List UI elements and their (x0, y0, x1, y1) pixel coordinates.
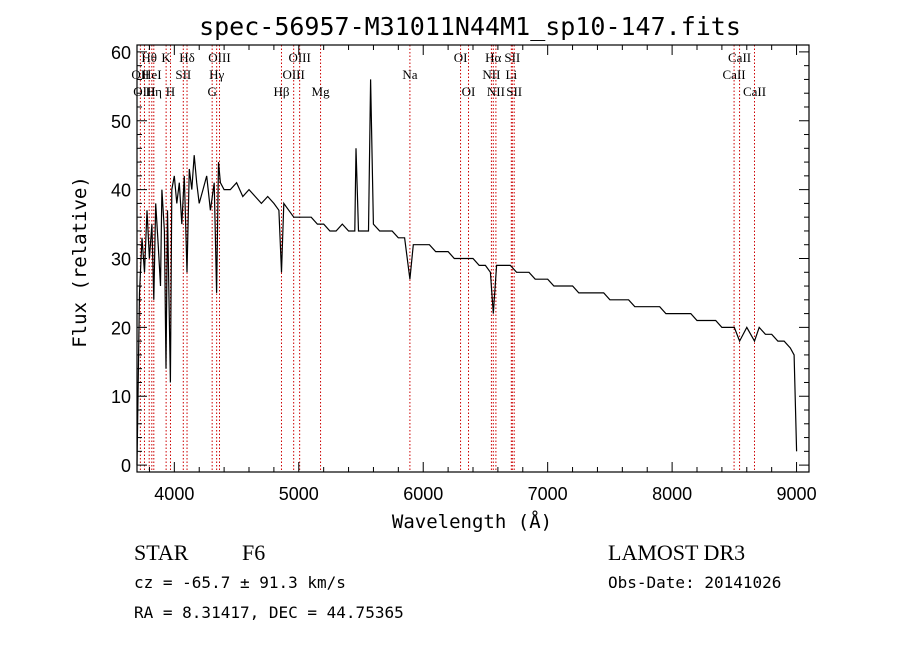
line-label-20: SII (504, 50, 520, 65)
line-label-18: OI (462, 84, 476, 99)
x-tick-label-0: 4000 (154, 484, 194, 504)
y-tick-label-3: 30 (111, 250, 131, 270)
y-tick-label-6: 60 (111, 43, 131, 63)
y-tick-label-5: 50 (111, 112, 131, 132)
line-label-26: CaII (723, 67, 746, 82)
line-label-6: SII (175, 67, 191, 82)
spectrum-series-line (136, 79, 798, 466)
line-label-14: OIII (282, 67, 304, 82)
redshift-info: cz = -65.7 ± 91.3 km/s (134, 573, 346, 592)
line-label-9: OIII (208, 50, 230, 65)
y-tick-label-0: 0 (121, 456, 131, 476)
y-axis-label: Flux (relative) (69, 176, 91, 348)
x-tick-label-4: 8000 (652, 484, 692, 504)
object-class: STAR (134, 540, 188, 566)
y-tick-label-2: 20 (111, 318, 131, 338)
line-label-12: Hβ (273, 84, 289, 99)
coordinates-text: RA = 8.31417, DEC = 44.75365 (134, 603, 404, 622)
line-label-27: CaII (743, 84, 766, 99)
spectral-line-markers (139, 45, 755, 472)
x-tick-label-3: 7000 (528, 484, 568, 504)
line-label-10: Hγ (209, 67, 224, 82)
line-label-19: Hα (485, 50, 501, 65)
obs-date-text: Obs-Date: 20141026 (608, 573, 782, 592)
line-label-8: Hδ (179, 50, 195, 65)
line-label-3: HeI (142, 67, 162, 82)
line-label-0: Hθ (141, 50, 157, 65)
y-axis-ticks: 0 10 20 30 40 50 60 (111, 43, 809, 476)
line-label-13: OIII (288, 50, 310, 65)
survey-name-label: LAMOST DR3 (608, 540, 746, 565)
object-subclass-label: F6 (242, 540, 266, 565)
line-label-11: G (207, 84, 216, 99)
y-tick-label-4: 40 (111, 181, 131, 201)
x-tick-label-5: 9000 (777, 484, 817, 504)
line-label-17: OI (454, 50, 468, 65)
line-label-1: OII (131, 67, 149, 82)
line-label-2: OIII (133, 84, 155, 99)
x-axis-label: Wavelength (Å) (392, 510, 552, 533)
line-label-4: Hη (146, 84, 162, 99)
line-label-21: NII (482, 67, 500, 82)
line-label-7: H (166, 84, 175, 99)
obs-date: Obs-Date: 20141026 (608, 573, 781, 592)
line-label-23: NII (487, 84, 505, 99)
y-tick-label-1: 10 (111, 387, 131, 407)
line-label-15: Mg (312, 84, 331, 99)
line-label-22: Li (506, 67, 518, 82)
coordinates: RA = 8.31417, DEC = 44.75365 (134, 603, 404, 622)
line-label-16: Na (402, 67, 417, 82)
x-axis-ticks: 4000 5000 6000 7000 8000 9000 (148, 45, 817, 504)
x-tick-label-2: 6000 (403, 484, 443, 504)
survey-name: LAMOST DR3 (608, 540, 745, 566)
line-label-24: SII (506, 84, 522, 99)
object-class-label: STAR (134, 540, 189, 565)
redshift-text: cz = -65.7 ± 91.3 km/s (134, 573, 346, 592)
x-tick-label-1: 5000 (279, 484, 319, 504)
object-subclass: F6 (242, 540, 265, 566)
line-label-5: K (161, 50, 171, 65)
line-label-25: CaII (728, 50, 751, 65)
chart-title: spec-56957-M31011N44M1_sp10-147.fits (199, 12, 741, 41)
